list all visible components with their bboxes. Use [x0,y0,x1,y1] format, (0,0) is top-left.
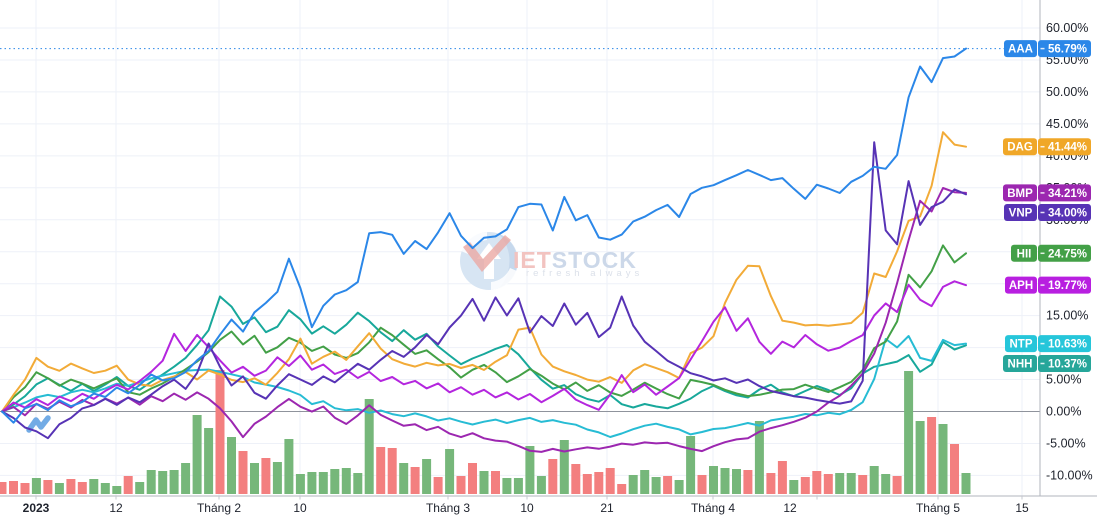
svg-text:BMP: BMP [1007,188,1033,200]
svg-text:56.79%: 56.79% [1048,44,1087,56]
svg-text:45.00%: 45.00% [1046,117,1088,131]
svg-text:34.00%: 34.00% [1048,208,1087,220]
svg-text:10.63%: 10.63% [1048,339,1087,351]
svg-text:34.21%: 34.21% [1048,188,1087,200]
svg-text:Tháng 4: Tháng 4 [691,501,735,515]
svg-text:2023: 2023 [23,501,50,515]
svg-text:5.00%: 5.00% [1046,373,1081,387]
svg-text:12: 12 [109,501,123,515]
svg-text:Tháng 5: Tháng 5 [916,501,960,515]
svg-text:60.00%: 60.00% [1046,21,1088,35]
svg-text:50.00%: 50.00% [1046,85,1088,99]
svg-text:10.37%: 10.37% [1048,359,1087,371]
svg-text:APH: APH [1009,280,1033,292]
svg-text:refresh always: refresh always [526,268,643,279]
svg-text:24.75%: 24.75% [1048,248,1087,260]
svg-text:0.00%: 0.00% [1046,405,1081,419]
svg-text:Tháng 2: Tháng 2 [197,501,241,515]
svg-text:NHH: NHH [1008,359,1033,371]
svg-text:AAA: AAA [1008,44,1033,56]
svg-text:HII: HII [1017,248,1032,260]
svg-text:19.77%: 19.77% [1048,280,1087,292]
svg-text:DAG: DAG [1007,142,1033,154]
svg-text:Tháng 3: Tháng 3 [426,501,470,515]
svg-text:12: 12 [783,501,797,515]
svg-text:10: 10 [293,501,307,515]
svg-text:21: 21 [600,501,614,515]
svg-text:10: 10 [520,501,534,515]
svg-text:15.00%: 15.00% [1046,309,1088,323]
svg-text:NTP: NTP [1010,339,1033,351]
svg-text:41.44%: 41.44% [1048,142,1087,154]
svg-text:15: 15 [1015,501,1029,515]
svg-text:-10.00%: -10.00% [1046,468,1093,482]
svg-text:VNP: VNP [1009,208,1033,220]
svg-text:-5.00%: -5.00% [1046,437,1086,451]
